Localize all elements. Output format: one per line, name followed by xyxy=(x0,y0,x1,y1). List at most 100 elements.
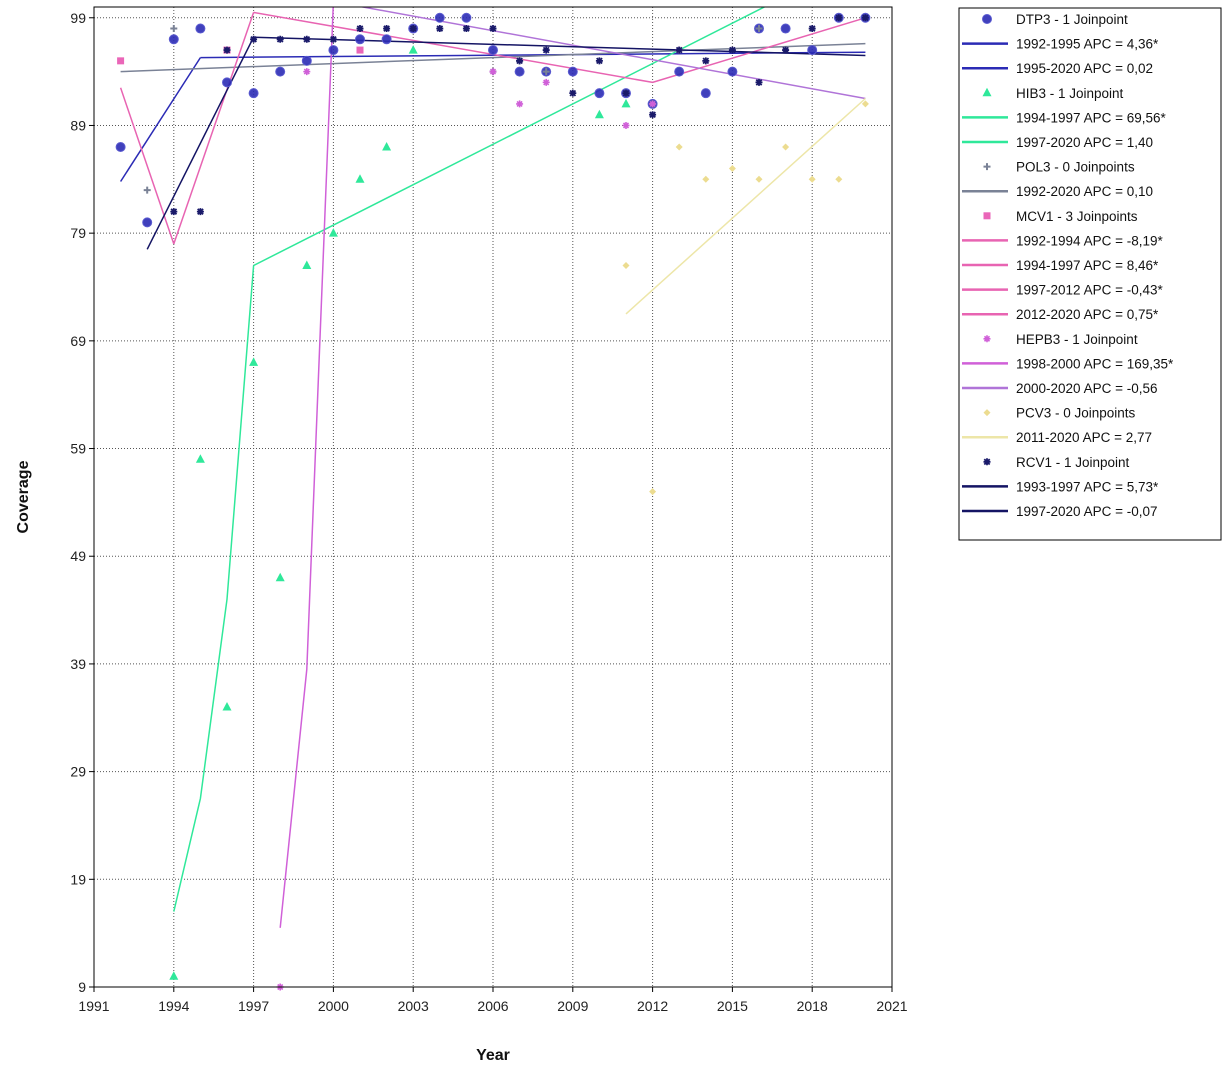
data-point xyxy=(861,14,869,22)
data-point xyxy=(409,25,417,33)
data-point xyxy=(169,971,179,980)
data-point xyxy=(489,68,497,76)
legend-trend-label: 1994-1997 APC = 8,46* xyxy=(1016,258,1159,273)
data-point xyxy=(649,100,657,108)
data-point xyxy=(675,143,683,151)
trend-line xyxy=(119,57,202,182)
legend-series-label: RCV1 - 1 Joinpoint xyxy=(1016,455,1130,470)
legend-trend-label: 1992-1995 APC = 4,36* xyxy=(1016,37,1159,52)
data-point xyxy=(250,35,258,43)
y-tick-label: 99 xyxy=(70,10,86,26)
data-point xyxy=(674,66,685,77)
data-point xyxy=(143,186,151,194)
x-tick-label: 2018 xyxy=(797,998,828,1014)
y-tick-label: 49 xyxy=(70,548,86,564)
y-tick-label: 39 xyxy=(70,656,86,672)
data-point xyxy=(356,46,364,54)
data-point xyxy=(542,46,550,54)
data-point xyxy=(782,143,790,151)
legend-series-label: PCV3 - 0 Joinpoints xyxy=(1016,406,1136,421)
data-point xyxy=(728,165,736,173)
data-point xyxy=(835,175,843,183)
legend-marker xyxy=(983,409,991,417)
legend-trend-label: 2011-2020 APC = 2,77 xyxy=(1016,430,1152,445)
data-point xyxy=(382,142,392,151)
data-point xyxy=(516,57,524,65)
data-point xyxy=(170,208,178,216)
trend-line xyxy=(358,7,866,100)
data-point xyxy=(808,25,816,33)
x-axis-ticks: 1991 1994 1997 2000 2003 2006 2009 2012 2015 2018… xyxy=(78,987,908,1014)
data-point xyxy=(196,208,204,216)
data-point xyxy=(356,25,364,33)
y-tick-label: 29 xyxy=(70,764,86,780)
data-point xyxy=(567,66,578,77)
legend-trend-label: 2000-2020 APC = -0,56 xyxy=(1016,381,1157,396)
data-point xyxy=(195,23,206,34)
data-point xyxy=(702,57,710,65)
data-point xyxy=(461,12,472,23)
data-point xyxy=(835,14,843,22)
data-point xyxy=(383,25,391,33)
x-tick-label: 1994 xyxy=(158,998,189,1014)
data-point xyxy=(275,572,285,582)
x-axis-title: Year xyxy=(476,1047,510,1064)
y-tick-label: 79 xyxy=(70,225,86,241)
data-point xyxy=(303,68,311,76)
data-point xyxy=(115,142,126,152)
x-tick-label: 2000 xyxy=(318,998,349,1014)
trend-line xyxy=(253,7,766,267)
data-point xyxy=(516,100,524,108)
data-point xyxy=(408,45,418,54)
x-tick-label: 2009 xyxy=(557,998,588,1014)
trend-lines xyxy=(119,7,866,928)
y-tick-label: 69 xyxy=(70,333,86,349)
data-point xyxy=(195,454,205,463)
data-point xyxy=(542,78,550,86)
data-point xyxy=(489,25,497,33)
trend-line xyxy=(120,42,866,73)
data-point xyxy=(355,174,365,183)
data-point xyxy=(328,45,339,56)
data-point xyxy=(276,35,284,43)
legend-series-label: MCV1 - 3 Joinpoints xyxy=(1016,209,1138,224)
x-tick-label: 1991 xyxy=(78,998,109,1014)
data-point xyxy=(728,46,736,54)
data-point xyxy=(142,217,153,228)
data-point xyxy=(249,357,259,366)
data-point xyxy=(807,45,818,56)
legend-trend-label: 1997-2020 APC = 1,40 xyxy=(1016,135,1153,150)
data-point xyxy=(622,89,630,97)
legend-trend-label: 1997-2020 APC = -0,07 xyxy=(1016,504,1157,519)
data-point xyxy=(782,46,790,54)
trend-line xyxy=(200,51,866,59)
data-point xyxy=(170,25,178,33)
data-point xyxy=(434,12,445,23)
data-point xyxy=(303,35,311,43)
trend-line xyxy=(173,12,255,245)
y-tick-label: 19 xyxy=(70,871,86,887)
legend-trend-label: 1998-2000 APC = 169,35* xyxy=(1016,356,1174,371)
data-point xyxy=(488,45,498,56)
grid-lines xyxy=(94,7,892,987)
data-point xyxy=(168,34,179,45)
data-point xyxy=(649,111,657,119)
y-tick-label: 59 xyxy=(70,441,86,457)
legend-marker xyxy=(983,163,991,171)
legend-marker xyxy=(982,87,992,97)
trend-line xyxy=(625,97,866,315)
y-axis-ticks: 99 89 79 69 59 49 39 29 19 9 xyxy=(70,10,94,995)
data-point xyxy=(700,88,711,99)
trend-line xyxy=(279,7,334,928)
legend-trend-label: 1993-1997 APC = 5,73* xyxy=(1016,479,1159,494)
legend-marker xyxy=(983,335,991,343)
data-point xyxy=(542,68,550,76)
x-tick-label: 2021 xyxy=(876,998,907,1014)
data-point xyxy=(117,57,125,65)
data-point xyxy=(727,66,738,77)
data-point xyxy=(329,35,337,43)
legend-trend-label: 2012-2020 APC = 0,75* xyxy=(1016,307,1159,322)
data-point xyxy=(248,88,259,99)
data-point xyxy=(702,175,710,183)
